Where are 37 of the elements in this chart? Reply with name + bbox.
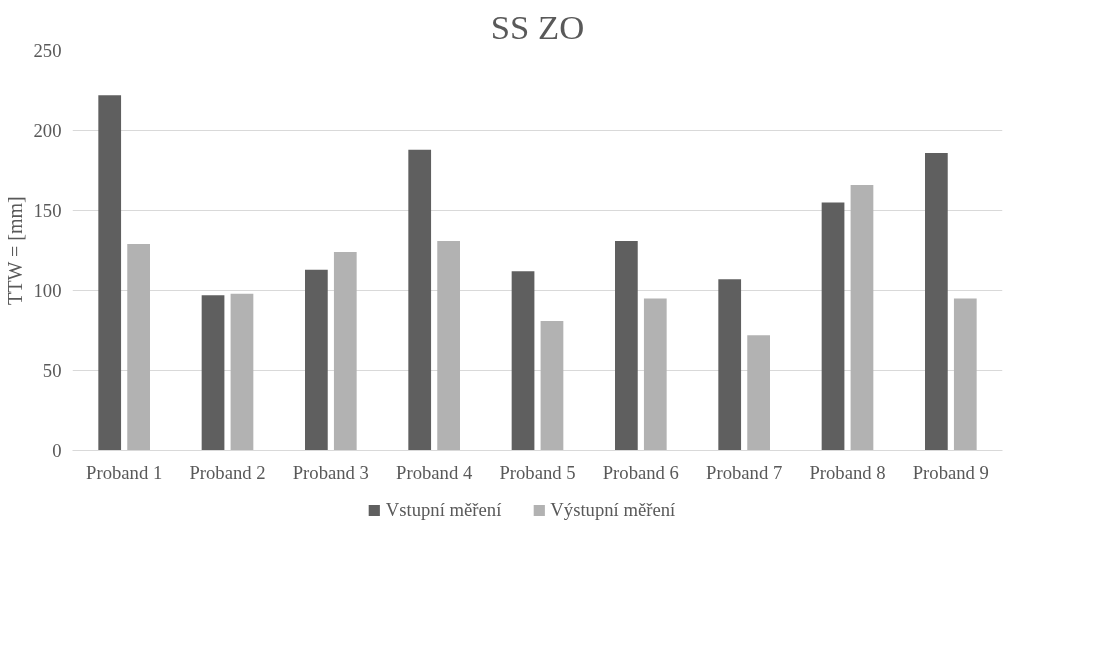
- bar: [127, 244, 150, 451]
- bar: [925, 152, 948, 451]
- y-tick-label: 100: [33, 280, 62, 301]
- x-tick-label: Proband 3: [292, 461, 369, 483]
- bar: [408, 149, 432, 451]
- bar: [305, 269, 328, 451]
- y-tick-label: 0: [52, 440, 62, 461]
- chart-title: SS ZO: [490, 7, 585, 46]
- x-tick-label: Proband 1: [86, 461, 163, 483]
- bar: [718, 279, 742, 451]
- bar: [511, 271, 535, 451]
- bar: [333, 252, 357, 451]
- x-tick-label: Proband 4: [396, 461, 473, 483]
- y-tick-label: 200: [33, 120, 62, 141]
- bar: [850, 184, 874, 451]
- bar: [540, 320, 564, 451]
- x-tick-label: Proband 6: [602, 461, 679, 483]
- bar: [98, 95, 122, 451]
- legend-label: Výstupní měření: [550, 499, 676, 521]
- bar: [953, 298, 977, 451]
- x-tick-label: Proband 7: [706, 461, 783, 483]
- y-axis-title: TTW = [mm]: [3, 196, 26, 306]
- bar: [747, 335, 770, 451]
- bar: [615, 240, 638, 451]
- y-tick-label: 50: [42, 360, 62, 381]
- x-tick-label: Proband 5: [499, 461, 576, 483]
- bar: [821, 202, 845, 451]
- x-tick-label: Proband 2: [189, 461, 266, 483]
- x-tick-label: Proband 9: [912, 461, 989, 483]
- legend-label: Vstupní měření: [385, 499, 502, 521]
- x-tick-label: Proband 8: [809, 461, 886, 483]
- y-tick-label: 150: [33, 200, 62, 221]
- bar: [230, 293, 254, 451]
- bar: [437, 240, 460, 451]
- y-tick-label: 250: [33, 40, 62, 61]
- bar: [201, 295, 225, 451]
- bar: [643, 298, 667, 451]
